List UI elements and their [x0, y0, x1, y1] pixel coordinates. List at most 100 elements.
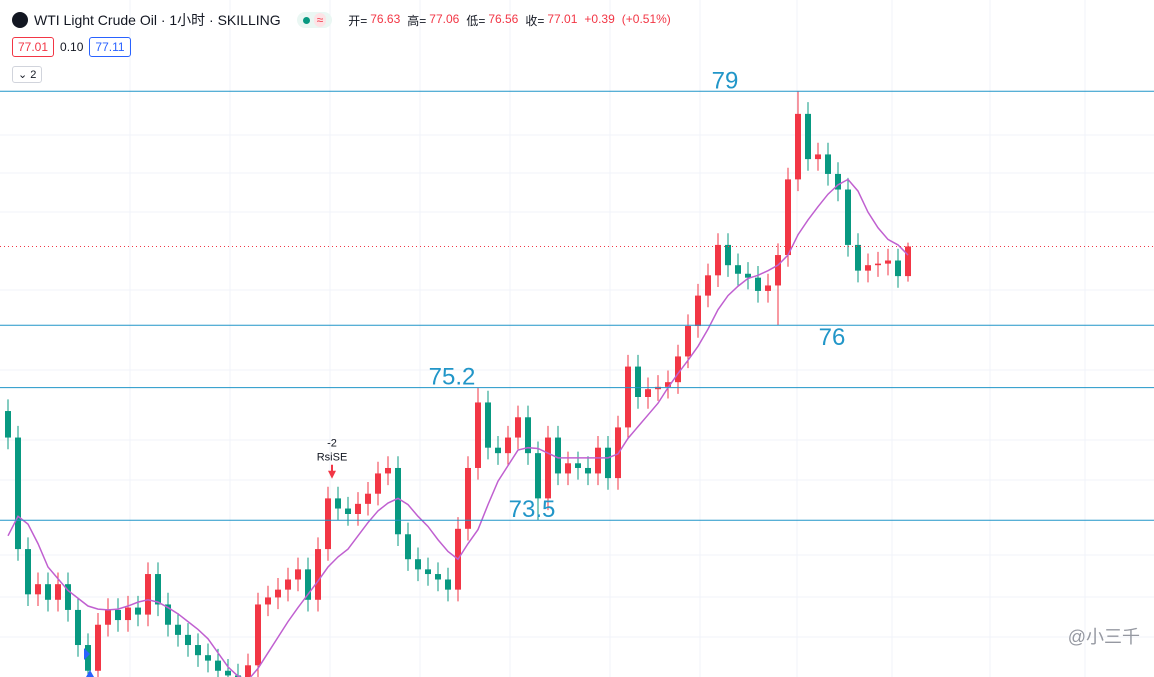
- candle-body: [85, 645, 91, 671]
- candle-body: [175, 624, 181, 635]
- candle-body: [335, 498, 341, 509]
- candle-body: [795, 113, 801, 180]
- candle-body: [495, 447, 501, 454]
- candle-body: [735, 265, 741, 274]
- low-value: 76.56: [488, 11, 519, 26]
- symbol-title[interactable]: WTI Light Crude Oil · 1小时 · SKILLING: [34, 12, 281, 28]
- candle-body: [635, 366, 641, 397]
- candle-body: [225, 670, 231, 676]
- candle-body: [835, 173, 841, 190]
- candle-body: [405, 534, 411, 560]
- candle-body: [135, 607, 141, 615]
- candle-body: [875, 263, 881, 266]
- candle-body: [345, 508, 351, 514]
- candle-body: [355, 503, 361, 514]
- candle-body: [535, 453, 541, 499]
- candle-body: [125, 607, 131, 621]
- signal-arrow: [84, 648, 94, 677]
- candle-body: [565, 463, 571, 474]
- candle-body: [665, 382, 671, 387]
- candle-body: [35, 584, 41, 595]
- candle-body: [815, 154, 821, 160]
- buy-button[interactable]: 77.11: [89, 37, 131, 57]
- candle-body: [425, 569, 431, 575]
- trade-row: 77.01 0.10 77.11: [12, 37, 131, 57]
- level-label: 75.2: [429, 364, 476, 391]
- candle-body: [895, 260, 901, 277]
- candle-body: [525, 417, 531, 454]
- candle-body: [515, 417, 521, 438]
- candle-body: [435, 574, 441, 580]
- moving-average: [7, 178, 909, 677]
- candle-body: [765, 285, 771, 291]
- candle-body: [605, 447, 611, 479]
- change: +0.39: [584, 11, 615, 26]
- candle-body: [845, 189, 851, 245]
- candle-body: [865, 265, 871, 271]
- candle-body: [115, 609, 121, 621]
- open-label: 开=: [348, 13, 368, 28]
- open-value: 76.63: [370, 11, 401, 26]
- change-pct: (+0.51%): [621, 11, 671, 26]
- candle-body: [575, 463, 581, 468]
- candle-body: [695, 295, 701, 327]
- status-wave: ≈: [313, 13, 327, 27]
- candle-body: [165, 604, 171, 625]
- status-pill[interactable]: ≈: [296, 12, 333, 28]
- sell-button[interactable]: 77.01: [12, 37, 55, 57]
- candle-body: [365, 493, 371, 504]
- candle-body: [625, 366, 631, 428]
- candle-body: [855, 244, 861, 271]
- candle-body: [275, 589, 281, 598]
- low-label: 低=: [466, 13, 486, 28]
- candle-body: [215, 660, 221, 671]
- signal-label: RsiSE: [317, 452, 348, 464]
- symbol-logo: [12, 12, 28, 28]
- high-label: 高=: [407, 13, 427, 28]
- level-label: 76: [819, 324, 846, 351]
- candle-body: [475, 402, 481, 468]
- candle-body: [555, 437, 561, 474]
- candle-body: [15, 437, 21, 550]
- indicator-count: 2: [30, 69, 37, 81]
- candle-body: [485, 402, 491, 448]
- candle-body: [105, 609, 111, 625]
- close-value: 77.01: [547, 11, 578, 26]
- signal-arrow: [328, 464, 336, 479]
- ohlc-values: 开= 76.63 高= 77.06 低= 76.56 收= 77.01 +0.39 (+0…: [348, 12, 675, 29]
- candle-body: [185, 634, 191, 646]
- candle-body: [805, 113, 811, 160]
- candle-body: [465, 467, 471, 529]
- candle-body: [595, 447, 601, 474]
- candle-body: [45, 584, 51, 600]
- candle-body: [685, 326, 691, 357]
- candle-body: [825, 154, 831, 174]
- candle-body: [25, 549, 31, 595]
- candle-body: [55, 584, 61, 600]
- candle-body: [725, 244, 731, 266]
- candle-body: [395, 467, 401, 535]
- candle-body: [905, 246, 911, 277]
- candle-body: [785, 179, 791, 256]
- status-dot: [302, 16, 310, 24]
- candle-body: [95, 624, 101, 671]
- watermark: @小三千: [1067, 627, 1140, 647]
- close-label: 收=: [525, 13, 545, 28]
- candle-body: [445, 579, 451, 590]
- signal-count: -2: [327, 438, 337, 450]
- candle-body: [645, 389, 651, 397]
- candle-body: [315, 549, 321, 600]
- candle-body: [295, 569, 301, 580]
- candle-body: [255, 604, 261, 666]
- candle-body: [65, 584, 71, 610]
- candle-body: [285, 579, 291, 590]
- spread: 0.10: [60, 40, 84, 54]
- candle-body: [715, 244, 721, 276]
- indicator-toggle[interactable]: ⌄ 2: [12, 66, 43, 83]
- candle-body: [675, 356, 681, 383]
- candle-body: [755, 277, 761, 291]
- candle-body: [885, 260, 891, 264]
- candle-body: [775, 255, 781, 286]
